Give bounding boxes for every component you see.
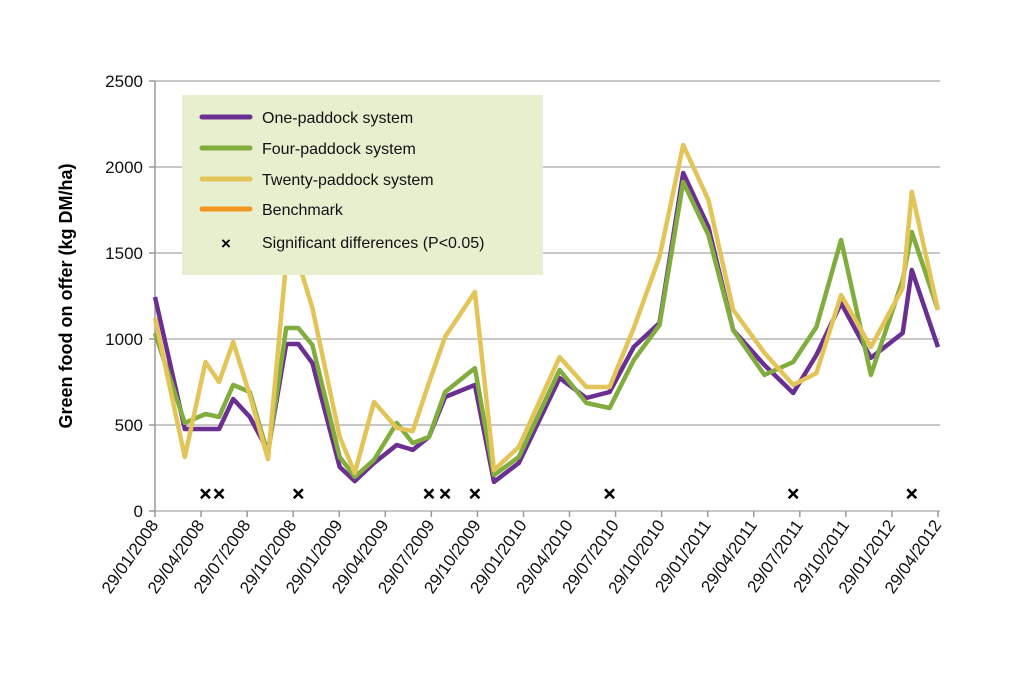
significance-x-marker: [213, 488, 225, 500]
significance-markers: [200, 488, 918, 500]
y-tick-label: 1000: [105, 330, 143, 349]
x-marker-stroke: [604, 488, 615, 500]
x-axis-ticks: 29/01/200829/04/200829/07/200829/10/2008…: [98, 511, 945, 597]
x-marker-stroke: [423, 488, 435, 500]
y-axis-label: Green food on offer (kg DM/ha): [56, 164, 76, 429]
significance-x-marker: [439, 488, 451, 500]
legend-label-four-paddock: Four-paddock system: [262, 141, 416, 158]
series-line-twenty-paddock-system: [152, 142, 941, 476]
y-tick-label: 1500: [105, 244, 143, 263]
x-marker-stroke: [200, 488, 211, 500]
x-marker-stroke: [292, 488, 304, 500]
significance-x-marker: [423, 488, 435, 500]
legend-label-benchmark: Benchmark: [262, 202, 344, 219]
x-marker-stroke: [787, 488, 799, 500]
legend-label-twenty-paddock: Twenty-paddock system: [262, 172, 434, 189]
series-lines: [152, 142, 941, 485]
significance-x-marker: [604, 488, 615, 500]
y-axis-ticks: 0 500 1000 1500 2000 2500: [105, 72, 155, 521]
legend-label-one-paddock: One-paddock system: [262, 110, 413, 127]
x-marker-stroke: [906, 488, 918, 500]
significance-x-marker: [200, 488, 211, 500]
legend-background: [182, 95, 543, 275]
significance-x-marker: [787, 488, 799, 500]
y-tick-label: 0: [134, 502, 143, 521]
significance-x-marker: [292, 488, 304, 500]
significance-x-marker: [469, 488, 481, 500]
x-marker-stroke: [469, 488, 481, 500]
y-tick-label: 2500: [105, 72, 143, 91]
x-marker-stroke: [439, 488, 451, 500]
x-marker-stroke: [213, 488, 225, 500]
y-tick-label: 500: [115, 416, 143, 435]
legend-label-significant: Significant differences (P<0.05): [262, 235, 485, 252]
significance-x-marker: [906, 488, 918, 500]
legend: One-paddock system Four-paddock system T…: [182, 95, 543, 275]
legend-x-marker-icon: ×: [221, 234, 231, 253]
y-tick-label: 2000: [105, 158, 143, 177]
